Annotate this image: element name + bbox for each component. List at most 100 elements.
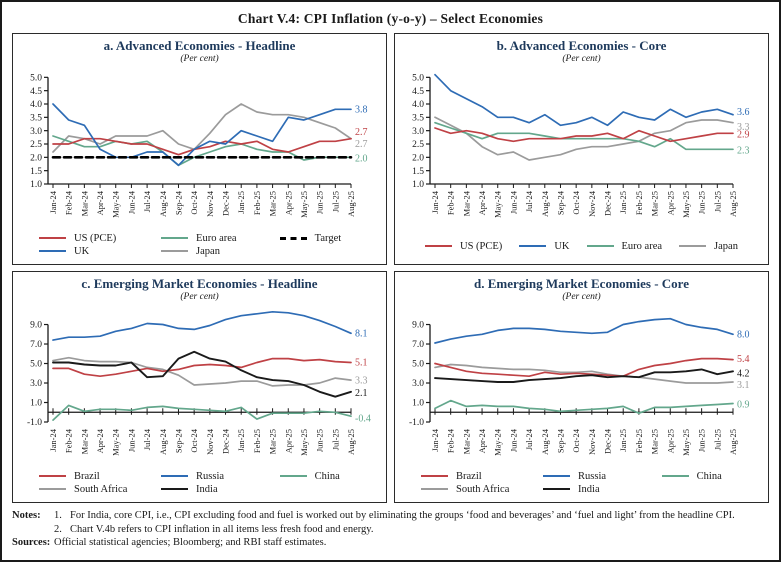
- svg-text:2.7: 2.7: [355, 139, 368, 150]
- svg-text:Feb-25: Feb-25: [633, 429, 643, 453]
- svg-text:Apr-24: Apr-24: [477, 428, 487, 453]
- legend-item-south-africa: South Africa: [421, 484, 509, 495]
- svg-text:3.0: 3.0: [30, 127, 42, 137]
- legend-item-india: India: [543, 484, 600, 495]
- svg-text:Aug-24: Aug-24: [539, 190, 549, 217]
- panel-c-title: c. Emerging Market Economies - Headline: [81, 276, 318, 291]
- panel-d-subtitle: (Per cent): [562, 291, 601, 302]
- svg-text:3.6: 3.6: [737, 107, 750, 118]
- legend-item-japan: Japan: [679, 241, 738, 252]
- legend-label-russia: Russia: [578, 470, 607, 482]
- svg-text:Jul-25: Jul-25: [712, 429, 722, 450]
- panels-grid: a. Advanced Economies - Headline (Per ce…: [2, 27, 779, 503]
- svg-text:Aug-25: Aug-25: [728, 429, 738, 455]
- legend-item-russia: Russia: [161, 471, 224, 482]
- svg-text:2.0: 2.0: [355, 153, 368, 164]
- svg-text:Apr-25: Apr-25: [283, 191, 293, 215]
- panel-d-title: d. Emerging Market Economies - Core: [474, 276, 689, 291]
- panel-a-title: a. Advanced Economies - Headline: [103, 38, 296, 53]
- panel-b-title: b. Advanced Economies - Core: [496, 38, 667, 53]
- legend-label-euro-area: Euro area: [196, 232, 237, 244]
- legend-swatch-china: [279, 475, 307, 478]
- panel-c-legend: Brazil Russia China South Africa India: [13, 471, 386, 495]
- svg-text:Jun-24: Jun-24: [508, 190, 518, 214]
- legend-item-uk: UK: [519, 240, 570, 252]
- legend-label-brazil: Brazil: [456, 470, 482, 482]
- note-1-num: 1.: [54, 510, 62, 521]
- panel-a-subtitle: (Per cent): [180, 53, 219, 64]
- svg-text:Feb-24: Feb-24: [63, 428, 73, 453]
- legend-swatch-euro-area: [586, 245, 614, 248]
- svg-text:May-24: May-24: [492, 190, 502, 218]
- panel-d-legend: Brazil Russia China South Africa India: [395, 471, 768, 495]
- svg-text:Apr-24: Apr-24: [95, 428, 105, 453]
- legend-swatch-us-pce: [39, 237, 66, 240]
- svg-text:Jun-24: Jun-24: [126, 190, 136, 214]
- svg-text:Feb-24: Feb-24: [445, 428, 455, 453]
- svg-text:Jun-25: Jun-25: [314, 429, 324, 452]
- legend-swatch-brazil: [421, 475, 448, 478]
- legend-item-russia: Russia: [543, 471, 606, 482]
- svg-text:Jul-25: Jul-25: [330, 429, 340, 450]
- svg-text:3.5: 3.5: [30, 113, 42, 123]
- svg-text:Mar-25: Mar-25: [649, 191, 659, 216]
- legend-item-brazil: Brazil: [421, 471, 482, 482]
- legend-item-brazil: Brazil: [39, 471, 100, 482]
- panel-a-plot: 5.0 4.5 4.0 3.5 3.0 2.5 2.0 1.5 1.0 Jan-24 Feb-24 M…: [30, 73, 368, 218]
- svg-text:Jan-24: Jan-24: [48, 190, 58, 213]
- legend-item-us-pce: US (PCE): [39, 233, 116, 244]
- legend-item-south-africa: South Africa: [39, 484, 127, 495]
- svg-text:Sep-24: Sep-24: [173, 428, 183, 453]
- panel-d-eme-core: d. Emerging Market Economies - Core (Per…: [394, 271, 769, 503]
- legend-label-south-africa: South Africa: [456, 483, 510, 495]
- svg-text:1.5: 1.5: [30, 167, 42, 177]
- panel-a-advanced-headline: a. Advanced Economies - Headline (Per ce…: [12, 33, 387, 265]
- legend-label-brazil: Brazil: [74, 470, 100, 482]
- svg-text:Jan-25: Jan-25: [236, 191, 246, 214]
- svg-text:Jul-24: Jul-24: [142, 428, 152, 450]
- svg-text:3.8: 3.8: [355, 104, 368, 115]
- legend-label-uk: UK: [554, 240, 570, 252]
- legend-item-us-pce: US (PCE): [425, 241, 502, 252]
- notes: Notes: 1. For India, core CPI, i.e., CPI…: [2, 503, 779, 550]
- svg-text:5.0: 5.0: [412, 359, 424, 369]
- legend-label-target: Target: [314, 232, 342, 244]
- svg-text:Apr-24: Apr-24: [95, 190, 105, 215]
- svg-text:-0.4: -0.4: [355, 413, 371, 424]
- legend-item-china: China: [661, 470, 722, 482]
- panel-b-legend: US (PCE) UK Euro area Japan: [395, 241, 768, 252]
- svg-text:Mar-25: Mar-25: [267, 429, 277, 454]
- note-2-num: 2.: [54, 523, 62, 535]
- svg-text:Apr-25: Apr-25: [665, 429, 675, 453]
- svg-text:Jan-24: Jan-24: [48, 428, 58, 451]
- svg-text:Mar-25: Mar-25: [267, 191, 277, 216]
- svg-text:Dec-24: Dec-24: [220, 190, 230, 216]
- svg-text:1.0: 1.0: [30, 180, 42, 190]
- svg-text:7.0: 7.0: [30, 340, 42, 350]
- svg-text:Aug-25: Aug-25: [346, 429, 356, 455]
- legend-label-india: India: [578, 483, 600, 495]
- panel-c-plot: 9.0 7.0 5.0 3.0 1.0 -1.0 Jan-24 Feb-24 Mar-24 Apr…: [26, 310, 371, 456]
- legend-item-target: Target: [279, 232, 342, 244]
- svg-text:2.0: 2.0: [412, 153, 424, 163]
- svg-text:3.0: 3.0: [412, 127, 424, 137]
- legend-item-china: China: [279, 471, 340, 482]
- sources-text: Official statistical agencies; Bloomberg…: [54, 537, 327, 549]
- svg-text:May-24: May-24: [110, 428, 120, 456]
- svg-text:1.0: 1.0: [412, 398, 424, 408]
- svg-text:May-25: May-25: [298, 191, 308, 218]
- svg-text:4.0: 4.0: [412, 100, 424, 110]
- legend-swatch-euro-area: [161, 237, 189, 240]
- legend-item-india: India: [161, 484, 218, 495]
- svg-text:3.0: 3.0: [412, 379, 424, 389]
- svg-text:2.3: 2.3: [737, 145, 750, 156]
- svg-text:Aug-24: Aug-24: [157, 190, 167, 217]
- legend-label-china: China: [696, 470, 722, 482]
- svg-text:May-24: May-24: [110, 190, 120, 218]
- note-1-text: For India, core CPI, i.e., CPI excluding…: [70, 510, 735, 521]
- svg-text:Nov-24: Nov-24: [204, 428, 214, 455]
- svg-text:5.4: 5.4: [737, 353, 750, 364]
- svg-text:5.1: 5.1: [355, 357, 368, 368]
- svg-text:Aug-25: Aug-25: [346, 191, 356, 217]
- legend-label-japan: Japan: [196, 245, 220, 257]
